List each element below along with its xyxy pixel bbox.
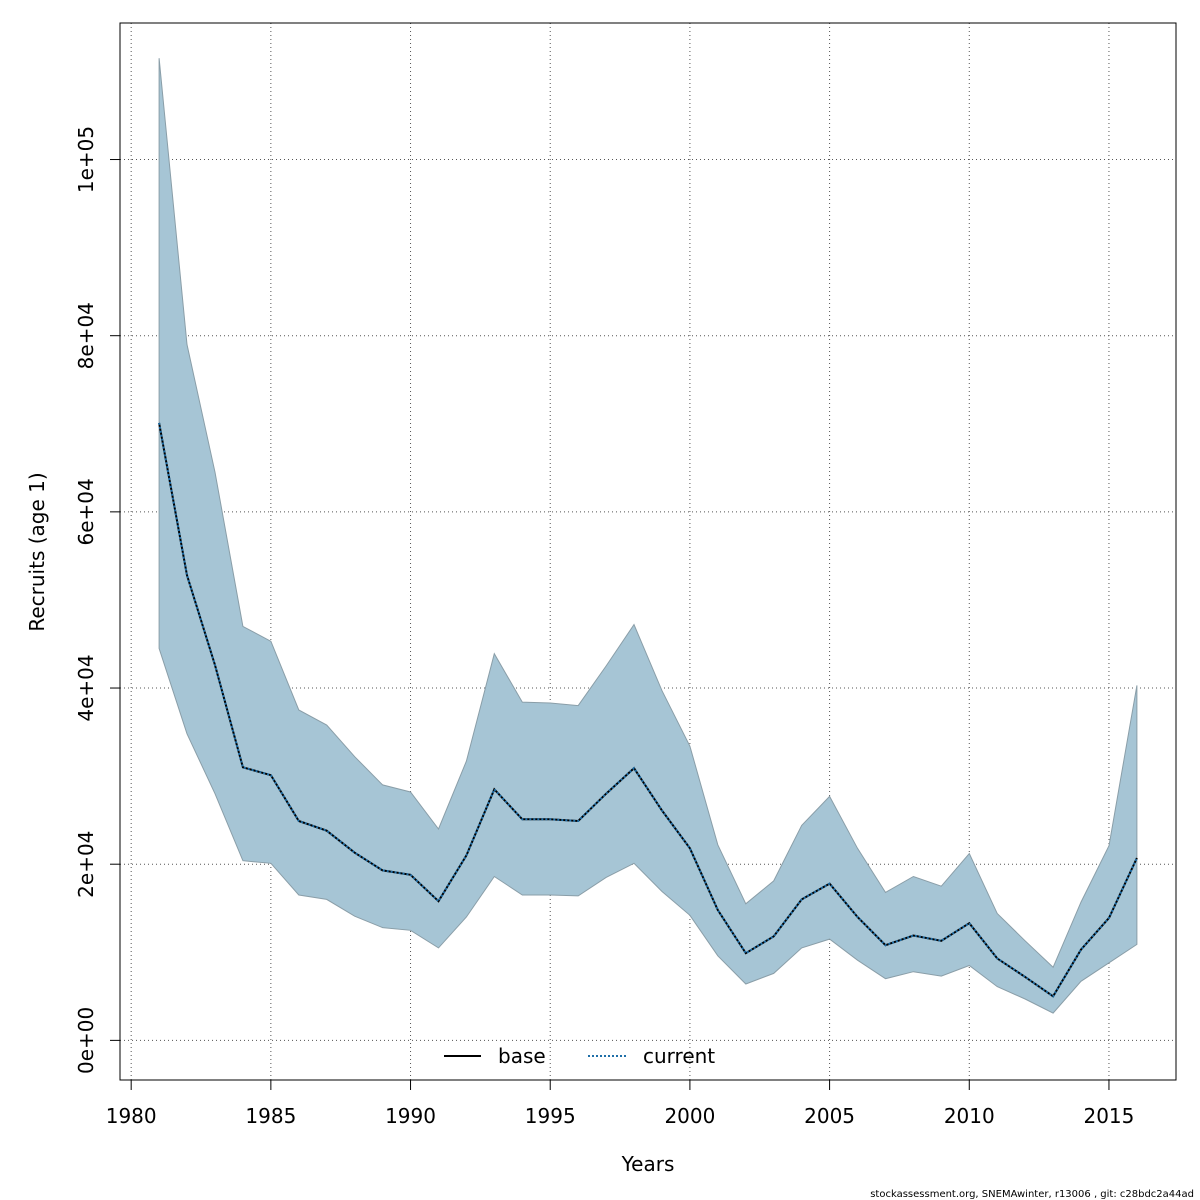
x-axis: 1980 1985 1990 1995 2000 2005 2010 2015 xyxy=(106,1079,1134,1128)
x-tick-label-1990: 1990 xyxy=(385,1104,436,1128)
x-tick-label-2015: 2015 xyxy=(1083,1104,1134,1128)
x-tick-label-2010: 2010 xyxy=(944,1104,995,1128)
x-tick-label-1980: 1980 xyxy=(106,1104,157,1128)
x-tick-label-2005: 2005 xyxy=(804,1104,855,1128)
x-axis-title: Years xyxy=(621,1152,675,1176)
y-tick-label-1: 2e+04 xyxy=(74,831,98,898)
y-tick-label-4: 8e+04 xyxy=(74,302,98,369)
y-axis: 0e+00 2e+04 4e+04 6e+04 8e+04 1e+05 xyxy=(74,126,121,1074)
y-axis-title: Recruits (age 1) xyxy=(25,472,49,631)
x-tick-label-2000: 2000 xyxy=(664,1104,715,1128)
y-tick-label-2: 4e+04 xyxy=(74,654,98,721)
series-layer xyxy=(158,422,1138,998)
legend-label-current: current xyxy=(643,1044,715,1068)
y-tick-label-3: 6e+04 xyxy=(74,478,98,545)
x-tick-label-1995: 1995 xyxy=(525,1104,576,1128)
y-tick-label-0: 0e+00 xyxy=(74,1007,98,1074)
legend-label-base: base xyxy=(498,1044,546,1068)
y-tick-label-5: 1e+05 xyxy=(74,126,98,193)
footer-credit: stockassessment.org, SNEMAwinter, r13006… xyxy=(870,1189,1194,1200)
x-tick-label-1985: 1985 xyxy=(245,1104,296,1128)
confidence-band xyxy=(158,58,1138,1014)
series-line-base xyxy=(158,422,1138,998)
legend: base current xyxy=(444,1044,715,1068)
confidence-band-layer xyxy=(158,58,1138,1014)
